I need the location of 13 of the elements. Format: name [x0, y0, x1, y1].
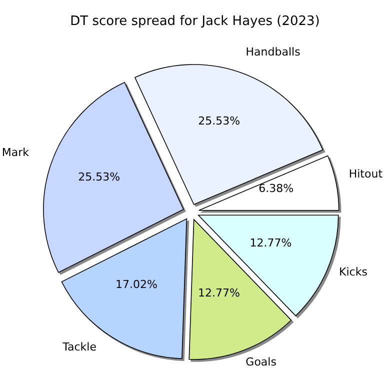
slice-label: Tackle — [62, 340, 97, 354]
slice-label: Goals — [246, 356, 277, 369]
data-label: 12.77% — [250, 236, 292, 250]
data-label: 25.53% — [78, 170, 120, 184]
data-label: 25.53% — [198, 114, 240, 128]
slice-label: Mark — [2, 146, 30, 159]
data-label: 12.77% — [198, 286, 240, 300]
slice-label: Handballs — [246, 45, 301, 58]
data-label: 6.38% — [258, 182, 294, 196]
chart-title: DT score spread for Jack Hayes (2023) — [69, 14, 321, 29]
slice-label: Hitout — [348, 167, 384, 180]
data-label: 17.02% — [115, 278, 158, 292]
slice-label: Kicks — [339, 265, 368, 278]
